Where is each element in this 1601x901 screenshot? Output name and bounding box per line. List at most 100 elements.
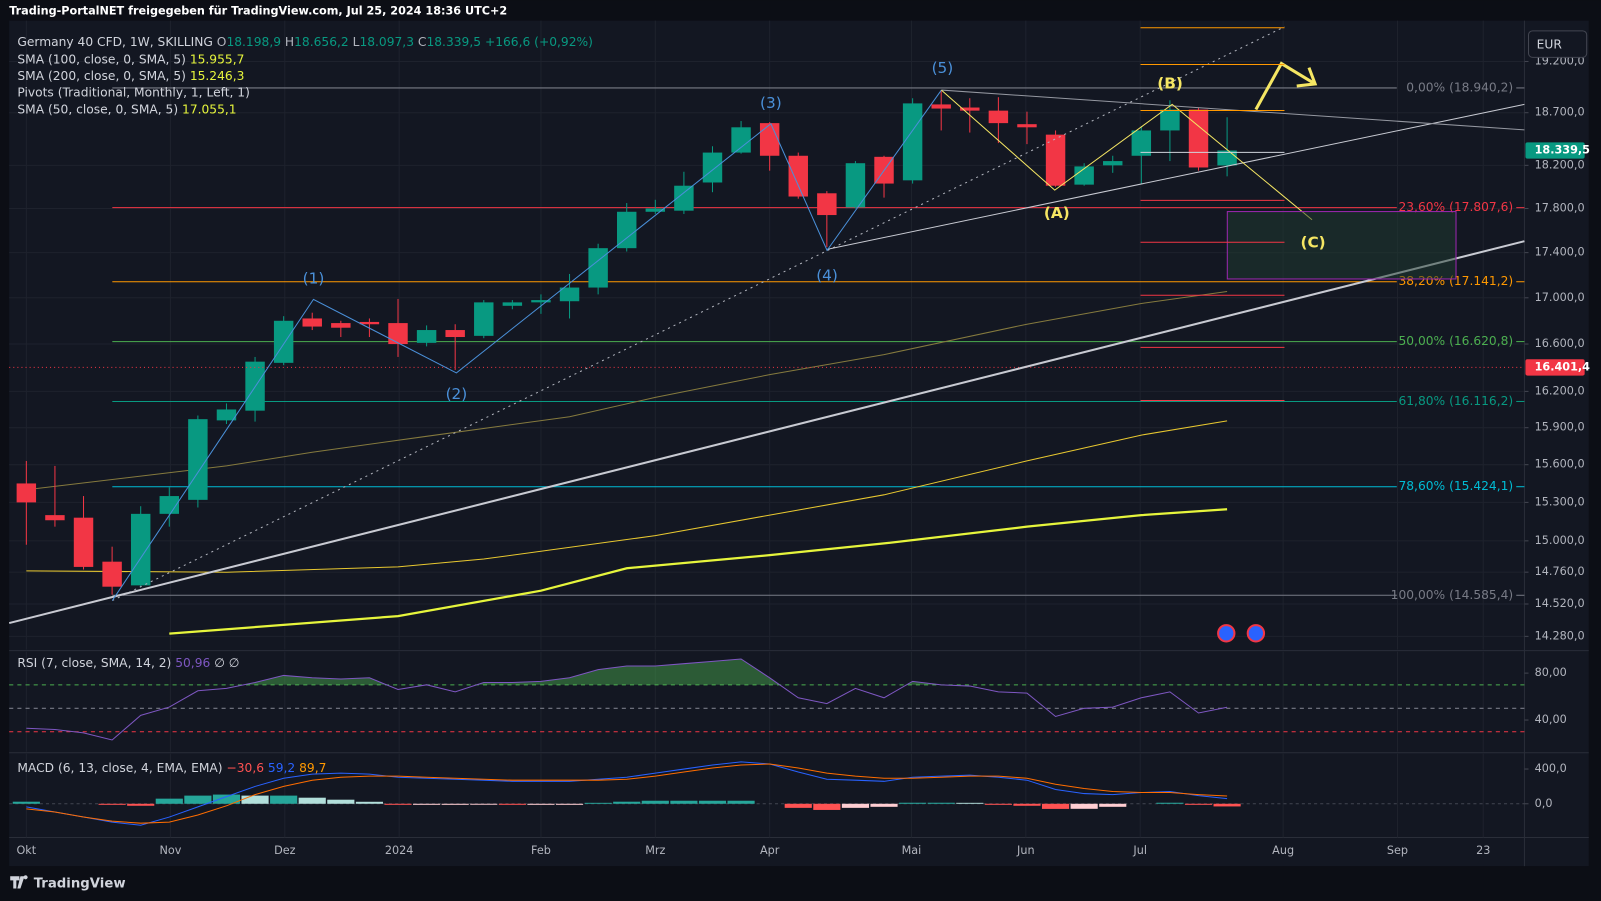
brand: TradingView [10, 875, 126, 891]
candle-body [759, 123, 780, 156]
x-tick-label: Mrz [645, 844, 665, 857]
overlay-name: SMA (200, close, 0, SMA, 5) [17, 68, 186, 82]
macd-line [26, 763, 1228, 824]
macd-bar [212, 794, 241, 804]
sma-line [169, 508, 1228, 635]
indicator-value: 50,96 [175, 655, 210, 669]
arrow [1254, 61, 1316, 111]
indicator-name: MACD (6, 13, close, 4, EMA, EMA) [17, 761, 222, 775]
overlay-value: 17.055,1 [182, 102, 237, 116]
y-tick-label: 17.800,0 [1535, 201, 1585, 214]
candle-body [559, 287, 580, 302]
macd-line [26, 761, 1228, 826]
legend-rsi: RSI (7, close, SMA, 14, 2) 50,96 ∅ ∅ [17, 655, 239, 669]
candle-body [16, 483, 37, 503]
overlay-value: 15.955,7 [190, 52, 245, 66]
candle-body [102, 561, 122, 587]
change: +166,6 (+0,92%) [485, 35, 593, 49]
macd-bar [870, 803, 898, 807]
ohlc-key: L [353, 35, 360, 49]
candle-body [302, 318, 322, 327]
x-tick-label: Sep [1387, 844, 1408, 857]
event-icon[interactable] [1217, 624, 1236, 643]
legend-main: Germany 40 CFD, 1W, SKILLING O18.198,9 H… [17, 35, 593, 49]
overlay-value: 15.246,3 [190, 68, 245, 82]
fib-label: 100,00% (14.585,4) [1391, 588, 1514, 602]
fib-label: 78,60% (15.424,1) [1398, 479, 1513, 493]
wave-labels: (1) (2) (3) (4) (5) (A) (B) (C) [303, 59, 1326, 403]
y-tick-label: 15.300,0 [1535, 495, 1585, 508]
x-tick-label: Jul [1132, 844, 1147, 857]
arrow-head [1296, 67, 1318, 88]
wave-label: (C) [1300, 234, 1325, 252]
x-tick-label: Okt [16, 844, 36, 857]
chart-area [9, 20, 1589, 867]
candle-body [817, 193, 837, 216]
candle-body [788, 155, 808, 197]
y-tick-label: 14.280,0 [1535, 629, 1585, 642]
x-tick-label: Mai [902, 844, 922, 857]
macd-bar [956, 802, 984, 804]
symbol: Germany 40 CFD, 1W, SKILLING [17, 35, 213, 49]
legend-macd: MACD (6, 13, close, 4, EMA, EMA) −30,6 5… [17, 761, 326, 775]
macd-bar [413, 803, 441, 805]
candle-body [1017, 124, 1037, 128]
drawings [8, 26, 1525, 643]
candle-body [388, 323, 408, 345]
ohlc-value: 18.097,3 [359, 35, 414, 49]
trend-line [826, 103, 1525, 250]
y-tick-label: 15.900,0 [1535, 421, 1585, 434]
candle-body [216, 409, 237, 421]
y-tick-label: 16.200,0 [1535, 384, 1585, 397]
wave-line [111, 89, 942, 601]
candle-body [331, 323, 351, 328]
x-tick-label: Dez [274, 844, 296, 857]
macd-bar [784, 803, 812, 808]
target-box [1226, 211, 1457, 280]
macd-bar [241, 795, 269, 804]
indicator-value: ∅ ∅ [214, 655, 239, 669]
macd-bar [270, 795, 298, 804]
indicator-value: −30,6 [226, 761, 264, 775]
fib-label: 61,80% (16.116,2) [1398, 394, 1513, 408]
y-tick-label: 17.000,0 [1535, 291, 1585, 304]
macd-bar [1013, 803, 1041, 806]
y-tick-label: 40,00 [1535, 713, 1567, 726]
wave-label: (B) [1157, 74, 1183, 92]
candle-body [674, 185, 694, 211]
x-tick-label: Nov [159, 844, 181, 857]
candle-body [702, 152, 723, 183]
event-icon[interactable] [1246, 624, 1266, 643]
price-badge [1525, 142, 1585, 159]
y-tick-label: 18.200,0 [1535, 158, 1585, 171]
candle-body [531, 300, 551, 303]
ohlc-key: O [217, 35, 227, 49]
candle-body [416, 330, 437, 343]
plot-layer: Okt Nov Dez 2024 Feb Mrz Apr Mai Jun Jul Aug Sep 23 1… [9, 20, 1591, 857]
macd-bar [698, 800, 727, 804]
ohlc-value: 18.198,9 [226, 35, 281, 49]
candle-body [359, 321, 380, 325]
indicator-value: 59,2 [268, 761, 295, 775]
ohlc-key: C [418, 35, 427, 49]
candle-body [960, 107, 980, 111]
candle-body [731, 127, 751, 153]
wave-label: (A) [1044, 204, 1070, 222]
wave-label: (2) [446, 385, 468, 403]
y-tick-label: 18.700,0 [1535, 106, 1585, 119]
candle-body [1160, 109, 1180, 131]
y-tick-label: 400,0 [1535, 762, 1567, 775]
trend-line [8, 240, 1525, 625]
candle-body [502, 302, 523, 306]
macd-bar [355, 801, 383, 804]
macd-bar [498, 803, 526, 805]
macd-bar [670, 800, 698, 804]
price-badge-label: 16.401,4 [1535, 360, 1591, 373]
macd-bar [470, 803, 498, 805]
indicator-name: RSI (7, close, SMA, 14, 2) [17, 655, 171, 669]
wave-label: (1) [303, 269, 325, 287]
macd-bar [584, 802, 612, 804]
currency-button[interactable] [1527, 30, 1588, 58]
wave-label: (5) [932, 59, 954, 77]
